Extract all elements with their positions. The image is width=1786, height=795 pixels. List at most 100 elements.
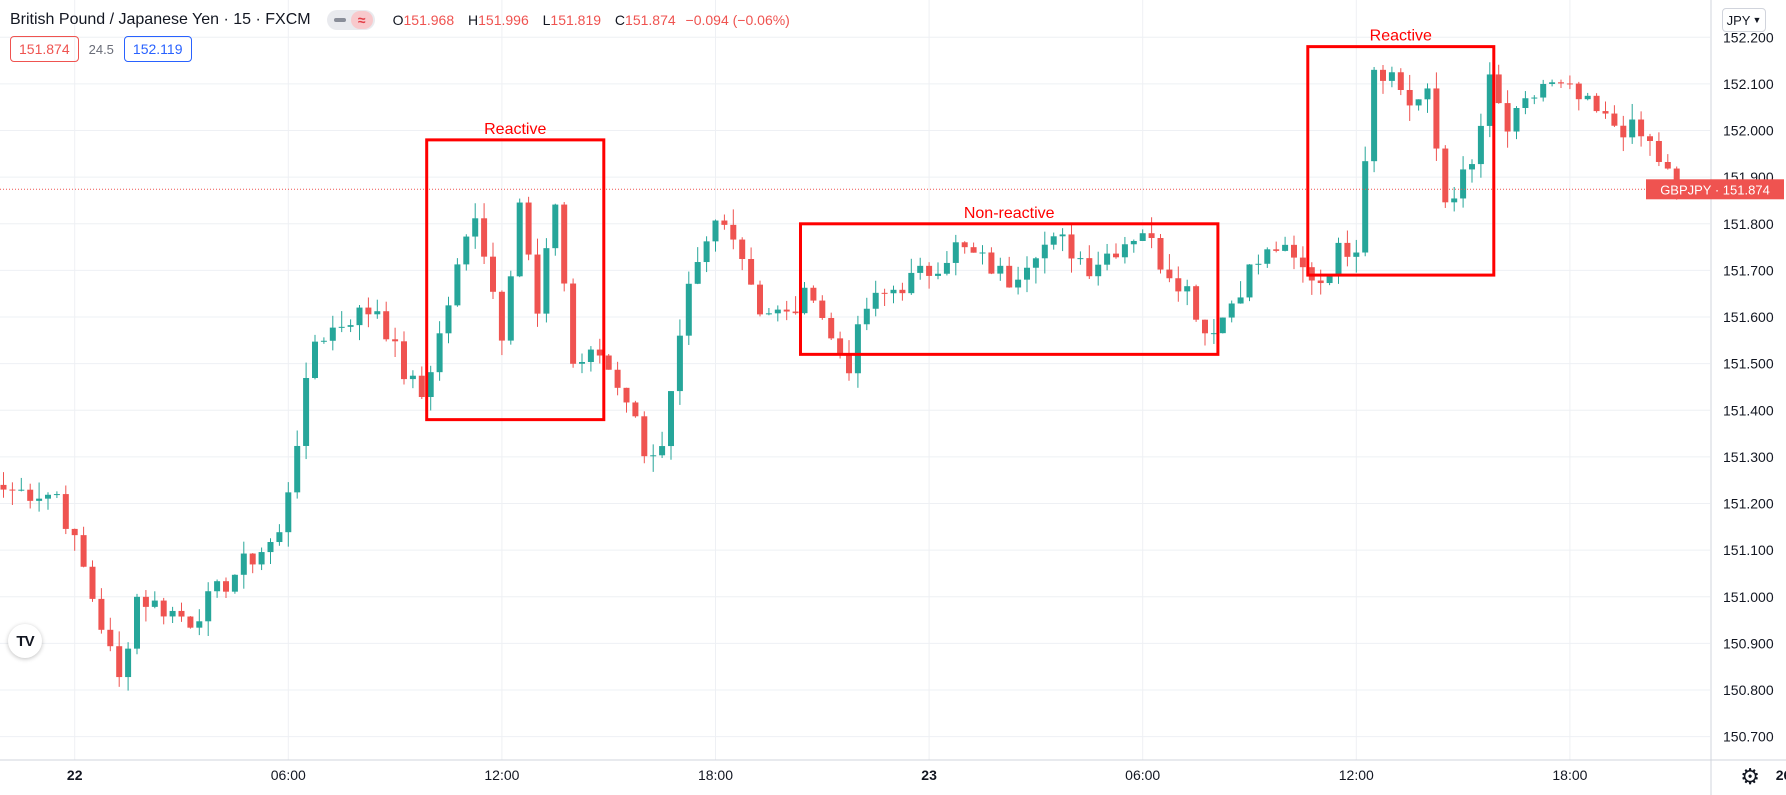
candle-body xyxy=(1442,148,1449,203)
candle-body xyxy=(1575,83,1582,100)
candle-body xyxy=(187,616,194,628)
price-tick-label: 152.200 xyxy=(1723,29,1774,45)
candle-body xyxy=(1299,257,1306,268)
current-price-badge xyxy=(1646,179,1784,200)
candle-body xyxy=(543,248,550,314)
candle-body xyxy=(240,553,247,575)
price-axis[interactable]: 150.700 150.800 150.900 151.000 151.100 151.2… xyxy=(1646,0,1786,795)
symbol-title[interactable]: British Pound / Japanese Yen · 15 · FXCM xyxy=(10,11,311,28)
candle-body xyxy=(712,220,719,242)
tradingview-logo-icon[interactable]: TV xyxy=(8,624,42,658)
candle-body xyxy=(908,272,915,294)
candle-body xyxy=(125,648,132,678)
candle-body xyxy=(294,445,301,493)
candle-body xyxy=(356,307,363,326)
candle-body xyxy=(534,254,541,314)
time-tick-label: 22 xyxy=(67,767,83,783)
candle-body xyxy=(561,204,568,284)
approx-icon[interactable]: ≈ xyxy=(350,11,373,29)
candle-body xyxy=(53,494,60,496)
candle-body xyxy=(312,341,318,379)
legend-controls[interactable]: ≈ xyxy=(326,10,375,30)
candle-body xyxy=(409,375,416,380)
candle-body xyxy=(285,492,292,533)
candle-body xyxy=(1611,113,1618,126)
candle-body xyxy=(62,494,69,529)
candle-body xyxy=(961,242,968,248)
candle-body xyxy=(1264,249,1271,264)
open-label: O xyxy=(392,12,404,28)
candle-body xyxy=(650,455,657,457)
candle-body xyxy=(1477,125,1484,165)
candle-body xyxy=(1531,97,1538,99)
sell-price-button[interactable]: 151.874 xyxy=(10,36,79,62)
candle-body xyxy=(303,378,310,446)
candle-body xyxy=(0,484,7,490)
annotation-label: Reactive xyxy=(1370,28,1432,45)
candle-body xyxy=(418,375,425,398)
currency-button[interactable]: JPY ▼ xyxy=(1722,8,1766,32)
currency-label: JPY xyxy=(1726,12,1751,28)
high-value: 151.996 xyxy=(478,12,529,28)
price-axis-background xyxy=(1711,0,1786,795)
candle-body xyxy=(401,341,407,380)
time-tick-label: 06:00 xyxy=(1125,767,1160,783)
time-axis[interactable]: 2206:0012:0018:002306:0012:0018:002606:0… xyxy=(0,759,1786,783)
spread-value: 24.5 xyxy=(88,41,114,57)
candle-body xyxy=(205,591,212,622)
candle-body xyxy=(1006,265,1013,288)
candle-body xyxy=(436,333,443,373)
candle-body xyxy=(347,325,354,327)
candle-body xyxy=(1388,72,1395,81)
time-tick-label: 12:00 xyxy=(1339,767,1374,783)
candle-body xyxy=(1664,161,1671,169)
candle-body xyxy=(1246,264,1253,298)
candle-body xyxy=(917,265,924,273)
candle-body xyxy=(1317,280,1324,284)
candle-body xyxy=(490,256,496,292)
candle-body xyxy=(1157,238,1164,270)
candle-body xyxy=(623,387,630,403)
candle-body xyxy=(18,489,25,491)
candle-body xyxy=(739,239,746,259)
time-tick-label: 12:00 xyxy=(484,767,519,783)
candle-body xyxy=(685,283,692,336)
candle-body xyxy=(935,273,941,276)
candle-body xyxy=(952,242,959,263)
candle-body xyxy=(1282,244,1289,251)
candle-body xyxy=(596,349,603,356)
candle-body xyxy=(80,535,87,567)
candle-body xyxy=(1175,278,1182,292)
price-tick-label: 151.000 xyxy=(1723,589,1774,605)
candle-body xyxy=(383,311,390,340)
candle-body xyxy=(587,349,594,362)
gear-icon[interactable]: ⚙ xyxy=(1740,764,1760,789)
low-label: L xyxy=(542,12,551,28)
candle-body xyxy=(1655,140,1662,162)
candle-body xyxy=(1086,258,1093,277)
candle-body xyxy=(1139,233,1146,241)
candle-body xyxy=(1540,83,1547,98)
candle-body xyxy=(632,402,639,417)
annotations: Reactive Non-reactive Reactive xyxy=(425,28,1496,422)
candle-body xyxy=(846,353,852,374)
price-tick-label: 150.900 xyxy=(1723,635,1774,651)
candle-body xyxy=(481,218,488,257)
price-tick-label: 151.200 xyxy=(1723,496,1774,512)
candle-body xyxy=(1371,69,1378,162)
candle-body xyxy=(1104,253,1111,265)
candle-body xyxy=(223,581,229,592)
candle-body xyxy=(1513,108,1520,132)
price-tick-label: 151.500 xyxy=(1723,356,1774,372)
candle-body xyxy=(1397,72,1404,90)
dash-icon[interactable] xyxy=(329,10,351,30)
buy-price-button[interactable]: 152.119 xyxy=(123,36,192,62)
candle-body xyxy=(374,311,381,315)
candle-body xyxy=(1602,111,1609,114)
candle-body xyxy=(926,265,933,276)
candle-body xyxy=(899,289,906,294)
time-tick-label: 26 xyxy=(1776,767,1786,783)
candle-body xyxy=(258,552,265,565)
candle-body xyxy=(1273,249,1280,251)
